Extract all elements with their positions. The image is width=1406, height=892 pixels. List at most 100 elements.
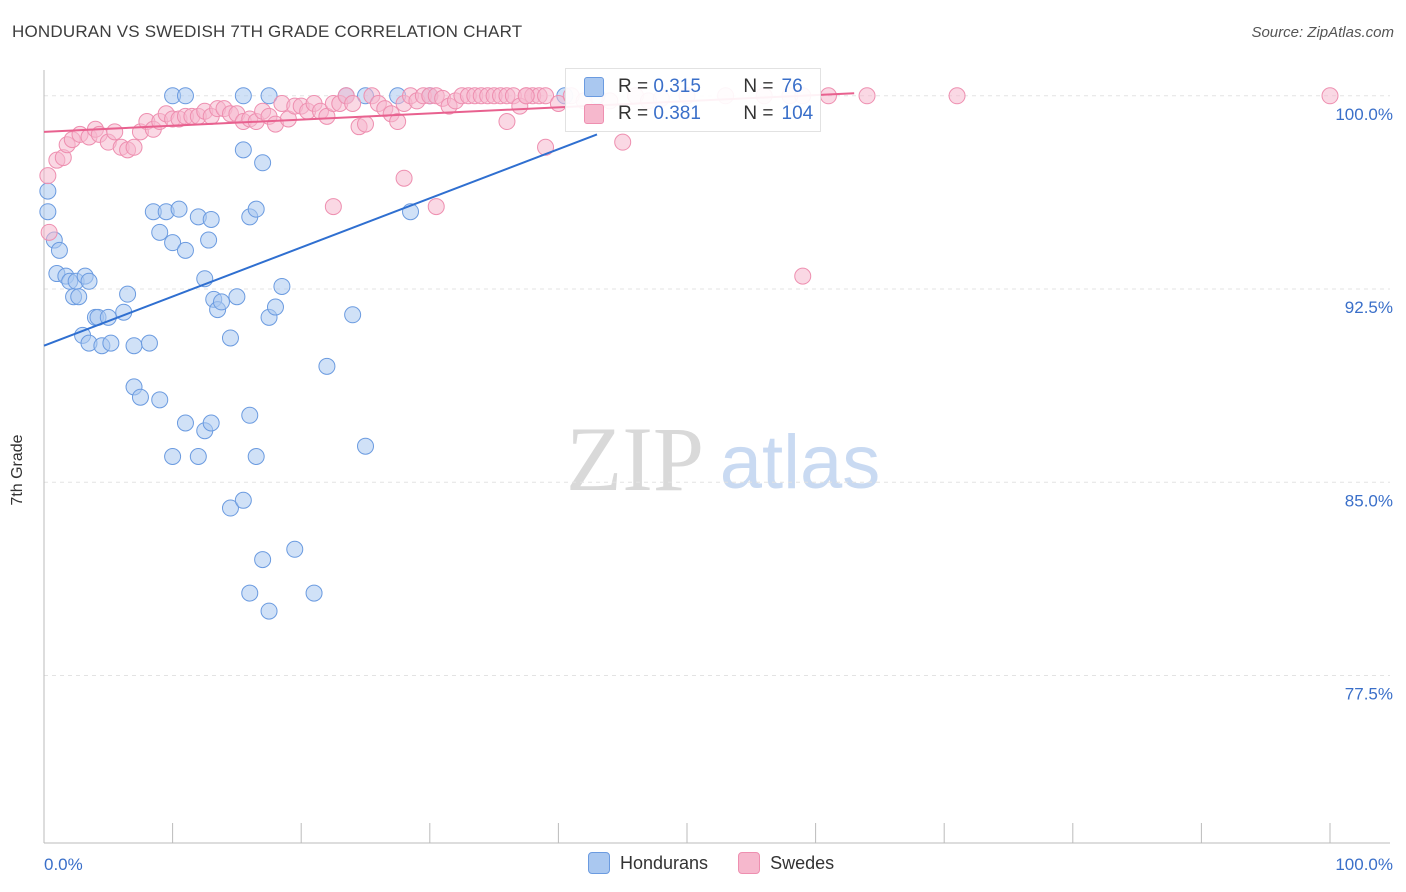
honduran-point [247, 448, 265, 465]
honduran-point [254, 551, 272, 569]
watermark-atlas: atlas [720, 420, 881, 505]
honduran-point [131, 388, 149, 406]
legend-r-value-swedes: 0.381 [653, 103, 701, 124]
honduran-point [151, 223, 169, 241]
swede-point [40, 223, 58, 241]
honduran-point [176, 87, 194, 105]
legend-n-value-swedes: 104 [781, 103, 814, 124]
honduran-point [151, 391, 169, 409]
swede-point [537, 87, 555, 105]
honduran-point [202, 414, 220, 432]
honduran-point [80, 272, 98, 290]
swede-point [125, 138, 143, 156]
honduran-point [125, 337, 143, 355]
honduran-point [241, 584, 259, 602]
y-tick-label: 85.0% [1345, 491, 1393, 510]
legend-n-label: N = [743, 76, 774, 97]
honduran-point [260, 602, 278, 620]
honduran-point [164, 234, 182, 252]
legend-swatch-hondurans [584, 77, 604, 97]
honduran-point [254, 154, 272, 172]
honduran-point [189, 448, 207, 465]
axes [43, 70, 1390, 844]
series-swedes [39, 87, 1339, 285]
honduran-point [234, 87, 252, 105]
trend-line-hondurans [43, 133, 598, 347]
swede-point [794, 267, 812, 285]
honduran-point [234, 491, 252, 509]
swede-point [357, 115, 374, 133]
legend-r-label: R = [618, 76, 649, 97]
bottom-legend-swedes[interactable]: Swedes [738, 852, 834, 874]
honduran-point [212, 293, 230, 311]
honduran-point [200, 231, 218, 249]
bottom-legend-hondurans[interactable]: Hondurans [588, 852, 708, 874]
honduran-point [318, 357, 336, 375]
honduran-point [176, 241, 194, 259]
honduran-point [102, 334, 120, 352]
swede-point [344, 94, 362, 112]
swede-point [498, 113, 516, 131]
watermark: ZIP atlas [566, 408, 880, 510]
honduran-point [234, 141, 252, 159]
honduran-point [119, 285, 137, 303]
honduran-point [286, 540, 304, 558]
honduran-point [140, 334, 158, 352]
x-tick-label: 100.0% [1335, 855, 1393, 874]
honduran-point [305, 584, 323, 602]
honduran-point [247, 200, 265, 218]
bottom-legend: Hondurans Swedes [588, 852, 864, 874]
chart-title: HONDURAN VS SWEDISH 7TH GRADE CORRELATIO… [12, 22, 523, 41]
swede-point [614, 133, 632, 151]
legend-n-value-hondurans: 76 [781, 76, 803, 97]
swede-point [427, 198, 445, 216]
legend-row-swedes: R = 0.381 N = 104 [584, 102, 813, 126]
source-label: Source: ZipAtlas.com [1251, 24, 1394, 41]
y-axis-label: 7th Grade [9, 434, 26, 506]
honduran-point [260, 87, 278, 105]
honduran-point [228, 288, 246, 306]
honduran-point [170, 200, 188, 218]
honduran-point [344, 306, 362, 324]
swede-point [106, 123, 124, 141]
honduran-point [70, 288, 88, 306]
series-hondurans [39, 87, 606, 620]
honduran-point [357, 437, 374, 455]
honduran-point [221, 499, 239, 517]
x-tick-label: 0.0% [44, 855, 83, 874]
honduran-point [202, 210, 220, 228]
swede-point [324, 198, 342, 216]
honduran-point [221, 329, 239, 347]
swede-point [39, 167, 57, 185]
honduran-point [50, 241, 68, 259]
honduran-point [39, 182, 57, 200]
bottom-legend-label-hondurans: Hondurans [620, 852, 709, 873]
honduran-point [266, 298, 284, 316]
swede-point [389, 113, 407, 131]
stats-legend: R = 0.315 N = 76 R = 0.381 N = 104 [565, 68, 821, 132]
honduran-point [176, 414, 194, 432]
swede-point [395, 169, 413, 187]
bottom-legend-swatch-hondurans [588, 852, 610, 874]
swede-point [1321, 87, 1339, 105]
swede-point [819, 87, 837, 105]
legend-row-hondurans: R = 0.315 N = 76 [584, 75, 803, 99]
legend-n-label: N = [743, 103, 774, 124]
watermark-zip: ZIP [566, 408, 704, 510]
y-tick-label: 100.0% [1335, 105, 1393, 124]
swede-point [858, 87, 876, 105]
honduran-point [164, 448, 182, 465]
y-tick-label: 92.5% [1345, 298, 1393, 317]
tick-labels: 100.0% 92.5% 85.0% 77.5% 0.0% 100.0% [44, 105, 1393, 874]
swede-point [537, 138, 555, 156]
legend-r-value-hondurans: 0.315 [653, 76, 701, 97]
bottom-legend-swatch-swedes [738, 852, 761, 874]
honduran-point [241, 406, 259, 424]
legend-swatch-swedes [584, 104, 604, 124]
swede-point [517, 87, 535, 105]
legend-r-label: R = [618, 103, 649, 124]
y-tick-label: 77.5% [1345, 685, 1393, 704]
bottom-legend-label-swedes: Swedes [770, 852, 835, 873]
honduran-point [273, 277, 291, 295]
